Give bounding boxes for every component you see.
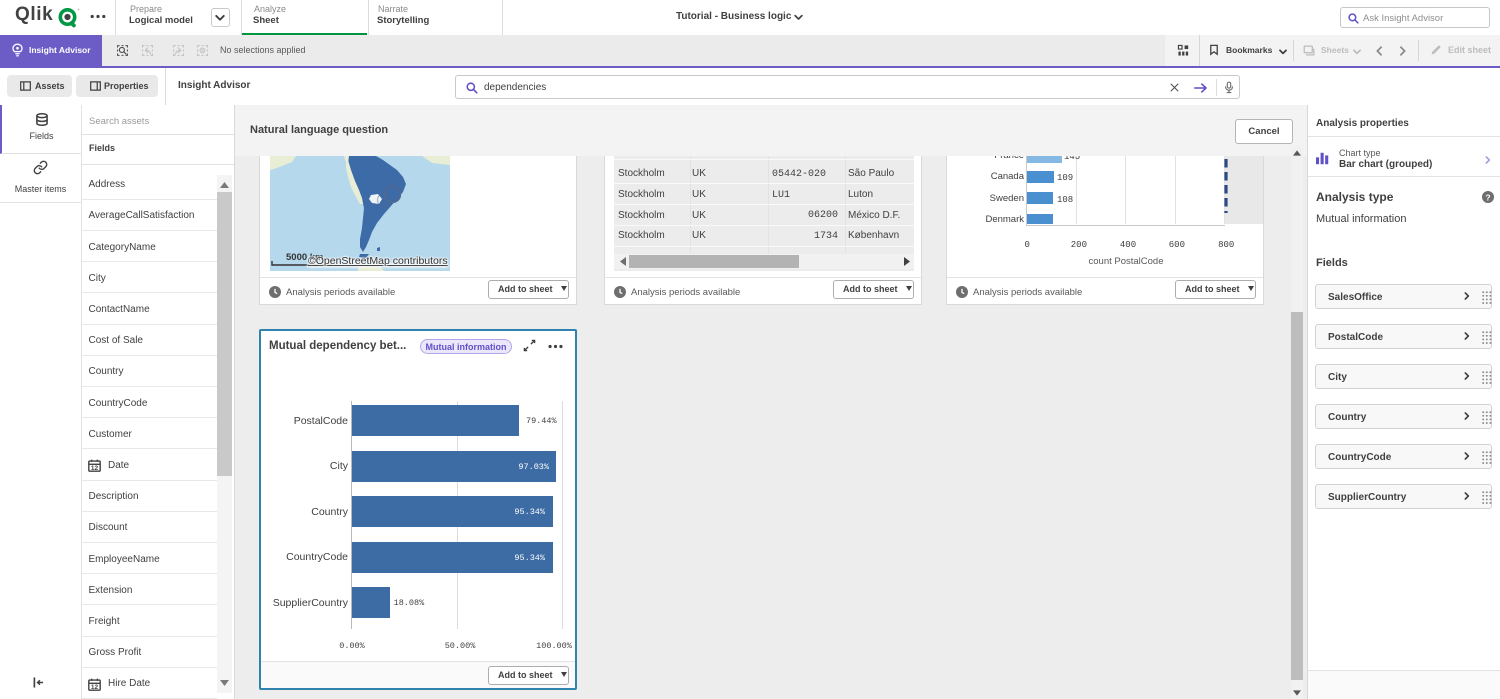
svg-text:©OpenStreetMap contributors: ©OpenStreetMap contributors [308, 255, 448, 267]
svg-text:12: 12 [91, 684, 99, 691]
svg-text:12: 12 [91, 466, 99, 473]
svg-text:?: ? [1485, 192, 1490, 202]
svg-text:5000 km: 5000 km [286, 252, 324, 263]
